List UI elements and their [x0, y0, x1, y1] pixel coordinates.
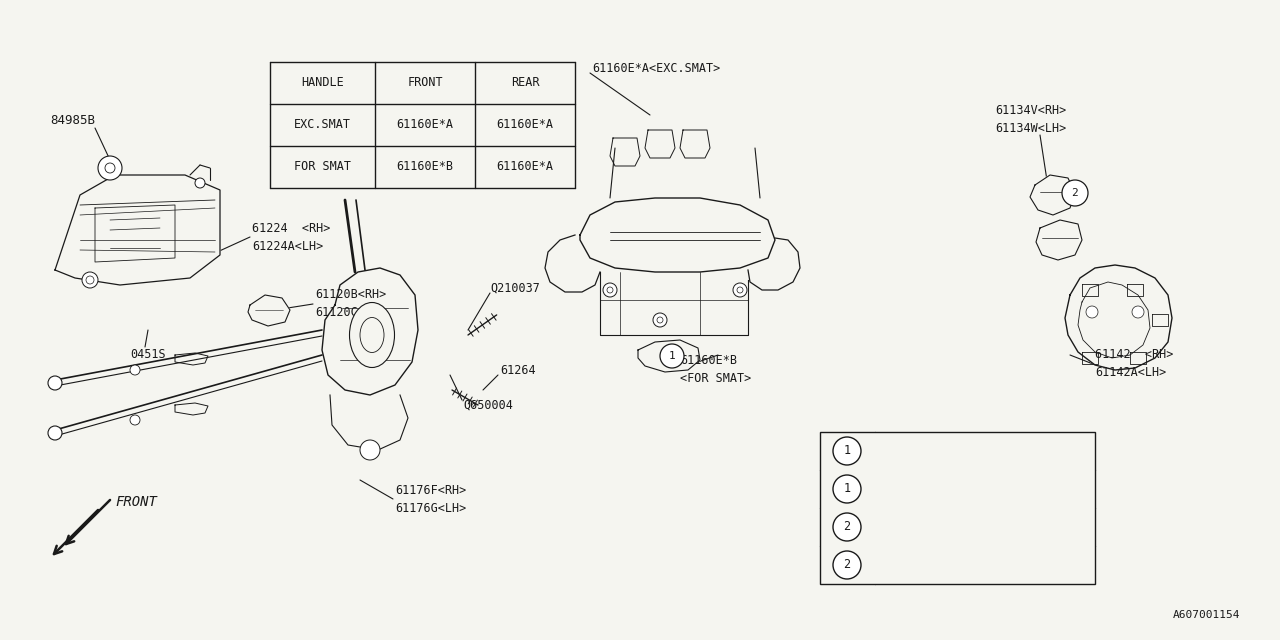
- Text: HANDLE: HANDLE: [301, 77, 344, 90]
- Bar: [820, 432, 1094, 584]
- Circle shape: [833, 551, 861, 579]
- Text: EXC.SMAT: EXC.SMAT: [294, 118, 351, 131]
- Circle shape: [195, 178, 205, 188]
- Polygon shape: [323, 268, 419, 395]
- Circle shape: [1132, 306, 1144, 318]
- Text: 61176G<LH>: 61176G<LH>: [396, 502, 466, 515]
- Circle shape: [733, 283, 748, 297]
- Ellipse shape: [360, 317, 384, 353]
- Circle shape: [607, 287, 613, 293]
- Circle shape: [833, 437, 861, 465]
- Text: FRONT: FRONT: [407, 77, 443, 90]
- Circle shape: [131, 415, 140, 425]
- Circle shape: [653, 313, 667, 327]
- Circle shape: [131, 365, 140, 375]
- Text: 84985B: 84985B: [50, 113, 95, 127]
- Text: 2: 2: [844, 520, 851, 534]
- Text: 1: 1: [844, 483, 851, 495]
- Text: 0451S: 0451S: [131, 349, 165, 362]
- Circle shape: [1062, 180, 1088, 206]
- Text: 61142  <RH>: 61142 <RH>: [1094, 349, 1174, 362]
- Circle shape: [833, 513, 861, 541]
- Text: 61176F<RH>: 61176F<RH>: [396, 483, 466, 497]
- Text: FOR SMAT: FOR SMAT: [294, 161, 351, 173]
- Circle shape: [82, 272, 99, 288]
- Circle shape: [86, 276, 93, 284]
- Text: 61160E*A<EXC.SMAT>: 61160E*A<EXC.SMAT>: [591, 61, 721, 74]
- Text: 61224  <RH>: 61224 <RH>: [252, 221, 330, 234]
- Polygon shape: [580, 198, 774, 272]
- Text: 61252D*A<EXC.SMAT>: 61252D*A<EXC.SMAT>: [881, 446, 1002, 456]
- Text: 61160E*B: 61160E*B: [680, 353, 737, 367]
- Polygon shape: [248, 295, 291, 326]
- Text: 61224A<LH>: 61224A<LH>: [252, 239, 324, 253]
- Text: 1: 1: [668, 351, 676, 361]
- Circle shape: [657, 317, 663, 323]
- Ellipse shape: [349, 303, 394, 367]
- Polygon shape: [1036, 220, 1082, 260]
- Text: 61120B<RH>: 61120B<RH>: [315, 289, 387, 301]
- Text: A607001154: A607001154: [1172, 610, 1240, 620]
- Circle shape: [660, 344, 684, 368]
- Circle shape: [99, 156, 122, 180]
- Text: FRONT: FRONT: [115, 495, 157, 509]
- Text: 2: 2: [1071, 188, 1078, 198]
- Text: 61134V<RH>: 61134V<RH>: [995, 104, 1066, 116]
- Text: 61252E*B<PLATING>: 61252E*B<PLATING>: [881, 560, 996, 570]
- Text: Q210037: Q210037: [490, 282, 540, 294]
- Text: 61264: 61264: [500, 364, 535, 376]
- Circle shape: [1085, 306, 1098, 318]
- Text: 61160E*A: 61160E*A: [397, 118, 453, 131]
- Circle shape: [49, 426, 61, 440]
- Polygon shape: [55, 175, 220, 285]
- Text: 61160E*B: 61160E*B: [397, 161, 453, 173]
- Circle shape: [603, 283, 617, 297]
- Text: 1: 1: [844, 445, 851, 458]
- Circle shape: [737, 287, 742, 293]
- Text: 61142A<LH>: 61142A<LH>: [1094, 367, 1166, 380]
- Text: 61252E*A<PAINT>: 61252E*A<PAINT>: [881, 522, 982, 532]
- Polygon shape: [1065, 265, 1172, 370]
- Text: 61160E*A: 61160E*A: [497, 118, 553, 131]
- Text: REAR: REAR: [511, 77, 539, 90]
- Text: <FOR SMAT>: <FOR SMAT>: [680, 371, 751, 385]
- Circle shape: [833, 475, 861, 503]
- Polygon shape: [637, 340, 700, 372]
- Text: 61120C<LH>: 61120C<LH>: [315, 307, 387, 319]
- Circle shape: [360, 440, 380, 460]
- Text: 61134W<LH>: 61134W<LH>: [995, 122, 1066, 134]
- Text: 61252D*B<FOR SMAT>: 61252D*B<FOR SMAT>: [881, 484, 1002, 494]
- Circle shape: [105, 163, 115, 173]
- Polygon shape: [1030, 175, 1075, 215]
- Text: 2: 2: [844, 559, 851, 572]
- Text: Q650004: Q650004: [463, 399, 513, 412]
- Text: 61160E*A: 61160E*A: [497, 161, 553, 173]
- Circle shape: [49, 376, 61, 390]
